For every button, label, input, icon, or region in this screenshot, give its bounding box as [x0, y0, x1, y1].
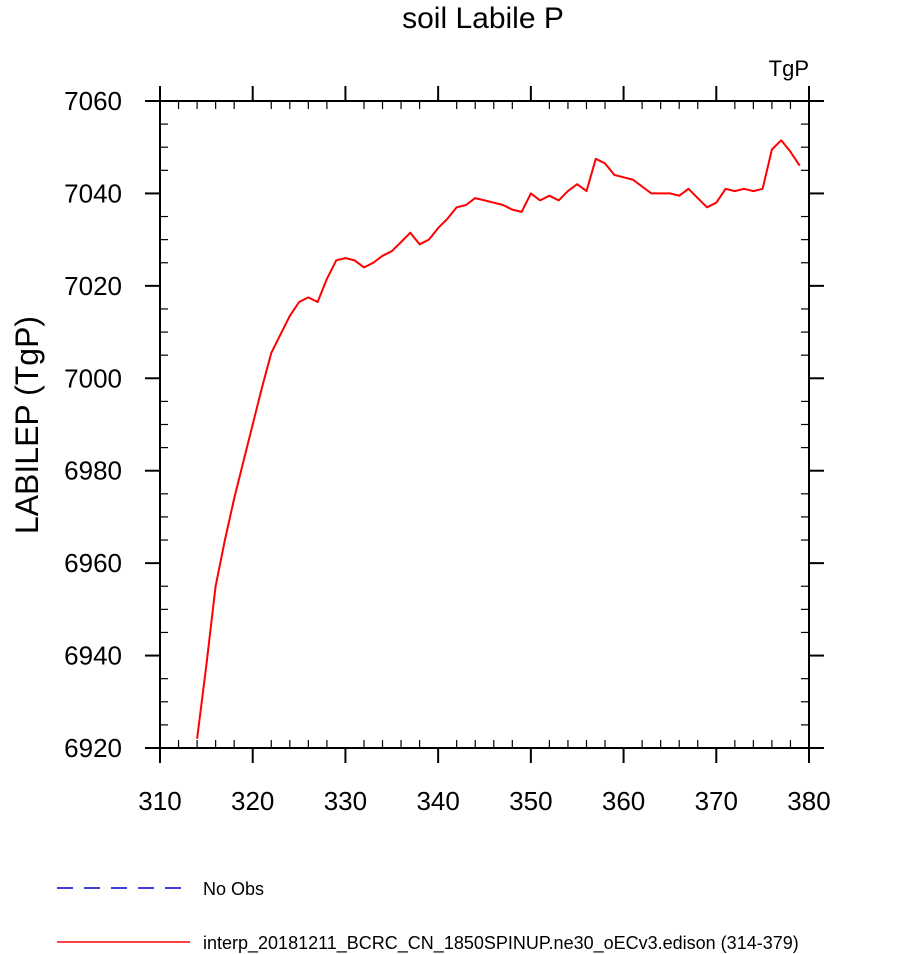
units-label: TgP	[769, 56, 809, 81]
y-tick-label: 7060	[64, 86, 122, 116]
y-tick-label: 7020	[64, 271, 122, 301]
y-tick-label: 6920	[64, 733, 122, 763]
axis-ticks	[145, 86, 824, 763]
x-tick-label: 350	[509, 786, 552, 816]
tick-labels: 310 320 330 340 350 360 370 380 6920 6940 6960 6980…	[64, 86, 831, 816]
y-tick-label: 6980	[64, 456, 122, 486]
plot-frame	[159, 100, 810, 749]
x-tick-label: 320	[231, 786, 274, 816]
x-tick-label: 370	[695, 786, 738, 816]
x-tick-label: 380	[787, 786, 830, 816]
series-line-1	[196, 139, 801, 739]
x-tick-label: 310	[138, 786, 181, 816]
x-tick-label: 330	[324, 786, 367, 816]
x-tick-label: 340	[416, 786, 459, 816]
chart-title: soil Labile P	[402, 2, 564, 35]
y-tick-label: 7040	[64, 178, 122, 208]
plot-area	[196, 139, 801, 739]
y-tick-label: 7000	[64, 363, 122, 393]
legend: No Obs interp_20181211_BCRC_CN_1850SPINUP…	[57, 879, 799, 954]
legend-label: No Obs	[203, 879, 264, 899]
legend-label: interp_20181211_BCRC_CN_1850SPINUP.ne30_…	[203, 933, 799, 954]
y-tick-label: 6960	[64, 548, 122, 578]
y-tick-label: 6940	[64, 641, 122, 671]
y-axis-label: LABILEP (TgP)	[9, 316, 45, 534]
x-tick-label: 360	[602, 786, 645, 816]
